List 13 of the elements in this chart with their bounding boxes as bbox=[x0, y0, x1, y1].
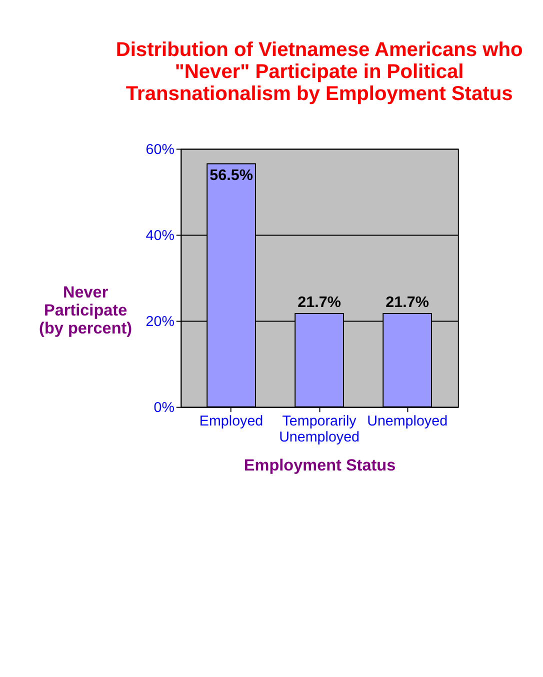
x-axis-title: Employment Status bbox=[244, 456, 396, 474]
x-tick-label: Unemployed bbox=[367, 413, 448, 430]
chart-title: Distribution of Vietnamese Americans who "Never" Participate in Political Transnationalism by Employment Status bbox=[116, 39, 523, 105]
x-tick-label: Temporarily Unemployed bbox=[279, 413, 360, 446]
data-label: 56.5% bbox=[210, 167, 254, 184]
y-tick-label: 60% bbox=[146, 142, 175, 158]
y-tick-label: 0% bbox=[154, 400, 175, 416]
y-tick-label: 40% bbox=[146, 228, 175, 244]
data-label: 21.7% bbox=[298, 294, 342, 311]
y-axis-title: Never Participate (by percent) bbox=[39, 283, 132, 338]
y-tick-label: 20% bbox=[146, 314, 175, 330]
x-tick-label: Employed bbox=[199, 413, 264, 430]
data-label: 21.7% bbox=[386, 294, 430, 311]
